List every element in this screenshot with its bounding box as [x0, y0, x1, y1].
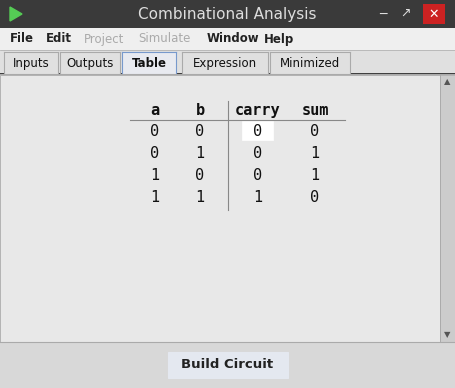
Text: 0: 0 [151, 123, 160, 139]
Bar [423, 4, 445, 24]
Bar [0, 28, 455, 50]
Text: Inputs: Inputs [13, 57, 50, 70]
Polygon shape [10, 7, 22, 21]
Text: 1: 1 [310, 146, 319, 161]
Bar [270, 52, 350, 75]
Text: carry: carry [235, 103, 281, 118]
Bar [0, 75, 440, 342]
Text: 0: 0 [253, 146, 263, 161]
Text: Combinational Analysis: Combinational Analysis [138, 7, 317, 21]
Bar [0, 0, 455, 28]
Bar [60, 52, 120, 75]
Text: Outputs: Outputs [66, 57, 114, 70]
Text: File: File [10, 33, 34, 45]
Text: 0: 0 [196, 123, 205, 139]
Bar [0, 75, 440, 342]
Text: 0: 0 [253, 123, 263, 139]
Text: Table: Table [131, 57, 167, 70]
Text: 1: 1 [151, 168, 160, 182]
Text: Build Circuit: Build Circuit [182, 359, 273, 371]
Text: 0: 0 [196, 168, 205, 182]
Text: 1: 1 [151, 189, 160, 204]
Bar [4, 52, 58, 75]
Bar [243, 122, 273, 140]
Text: b: b [196, 103, 205, 118]
Text: ↗: ↗ [401, 7, 411, 19]
Text: Expression: Expression [193, 57, 257, 70]
Text: Window: Window [207, 33, 260, 45]
Text: ✕: ✕ [429, 7, 439, 21]
Text: 0: 0 [310, 123, 319, 139]
Bar [122, 52, 176, 75]
Text: 0: 0 [253, 168, 263, 182]
Text: ▼: ▼ [444, 331, 451, 340]
Text: Simulate: Simulate [138, 33, 190, 45]
Text: 1: 1 [253, 189, 263, 204]
Text: Project: Project [84, 33, 124, 45]
Text: ─: ─ [379, 7, 387, 21]
Text: 1: 1 [196, 146, 205, 161]
Bar [440, 75, 455, 342]
Text: Edit: Edit [46, 33, 72, 45]
Text: 0: 0 [151, 146, 160, 161]
Bar [0, 342, 455, 388]
Text: Help: Help [264, 33, 294, 45]
Text: ▲: ▲ [444, 78, 451, 87]
Text: Minimized: Minimized [280, 57, 340, 70]
Text: 0: 0 [310, 189, 319, 204]
Text: sum: sum [301, 103, 329, 118]
Text: 1: 1 [196, 189, 205, 204]
Bar [0, 50, 455, 73]
Bar [182, 52, 268, 75]
Bar [167, 352, 288, 378]
Text: 1: 1 [310, 168, 319, 182]
Text: a: a [151, 103, 160, 118]
